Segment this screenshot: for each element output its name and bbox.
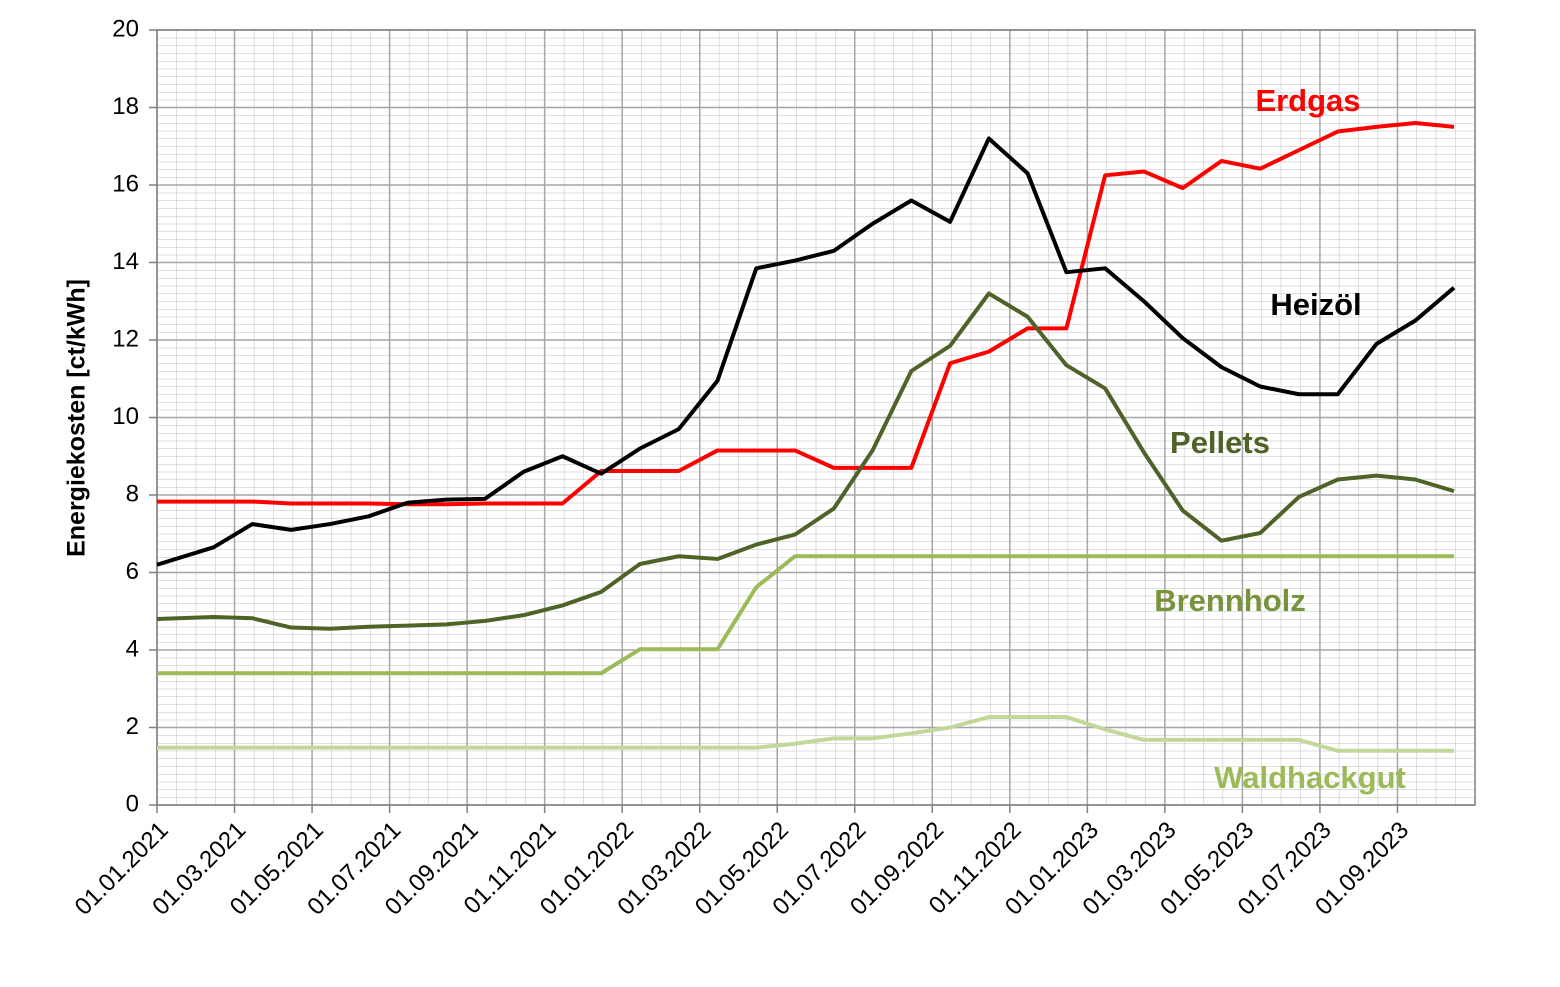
y-tick-label: 4 xyxy=(126,635,139,662)
y-tick-label: 0 xyxy=(126,790,139,817)
series-label: Erdgas xyxy=(1255,83,1360,118)
series-label: Pellets xyxy=(1170,425,1270,460)
series-line xyxy=(156,291,1455,631)
y-tick-label: 2 xyxy=(126,713,139,740)
y-tick-label: 6 xyxy=(126,558,139,585)
series-label: Brennholz xyxy=(1154,583,1306,618)
y-tick-label: 18 xyxy=(112,93,139,120)
series-line xyxy=(157,554,1455,676)
y-axis-label: Energiekosten [ct/kWh] xyxy=(63,279,91,557)
y-tick-label: 8 xyxy=(126,480,139,507)
y-tick-label: 12 xyxy=(112,325,139,352)
series-line xyxy=(157,121,1455,507)
series-line xyxy=(156,136,1456,567)
series-label: Heizöl xyxy=(1270,287,1361,322)
y-tick-label: 14 xyxy=(112,248,139,275)
y-tick-label: 20 xyxy=(112,15,139,42)
y-tick-label: 16 xyxy=(112,170,139,197)
plot-border xyxy=(156,29,1476,806)
series-line xyxy=(157,715,1455,753)
y-tick-label: 10 xyxy=(112,403,139,430)
series-label: Waldhackgut xyxy=(1214,760,1406,795)
